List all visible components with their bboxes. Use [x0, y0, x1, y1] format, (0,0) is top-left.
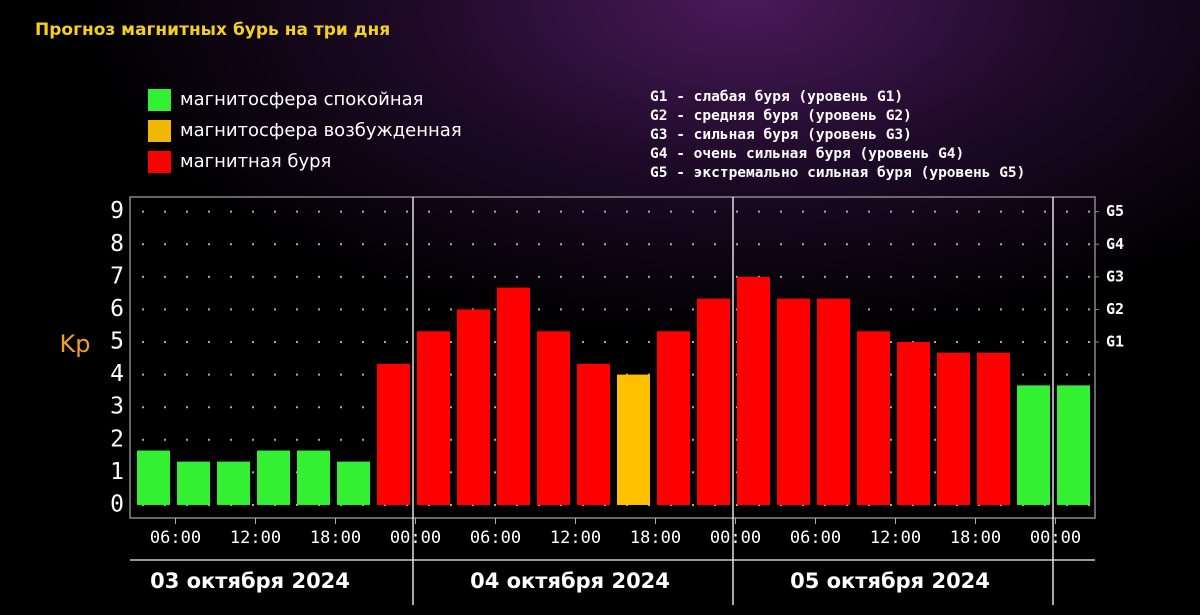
legend-label: магнитосфера возбужденная: [180, 120, 462, 141]
bar: [257, 450, 290, 505]
legend-swatch: [148, 89, 171, 111]
storm-level-label: G3 - сильная буря (уровень G3): [650, 127, 912, 143]
bar: [977, 352, 1010, 505]
y-tick-label: 7: [110, 263, 124, 289]
bar: [137, 450, 170, 505]
y2-tick-label: G4: [1106, 235, 1124, 253]
plot-frame: [129, 196, 1096, 519]
y-tick-label: 8: [110, 231, 124, 257]
bar: [177, 461, 210, 505]
x-tick-label: 12:00: [230, 528, 281, 548]
day-label: 03 октября 2024: [150, 569, 350, 593]
bar: [337, 461, 370, 505]
x-tick-label: 18:00: [310, 528, 361, 548]
day-label: 05 октября 2024: [790, 569, 990, 593]
legend-label: магнитосфера спокойная: [180, 89, 423, 110]
bar: [497, 287, 530, 505]
bar: [617, 374, 650, 505]
bar: [817, 298, 850, 505]
bar: [657, 331, 690, 505]
storm-level-label: G5 - экстремально сильная буря (уровень …: [650, 165, 1025, 181]
x-tick-label: 00:00: [1030, 528, 1081, 548]
y-tick-label: 5: [110, 329, 124, 355]
x-tick-label: 12:00: [870, 528, 921, 548]
y-axis-label: Kp: [60, 330, 91, 358]
bar: [537, 331, 570, 505]
y-tick-label: 9: [110, 198, 124, 224]
y2-tick-label: G2: [1106, 300, 1124, 318]
y2-tick-label: G5: [1106, 202, 1124, 220]
x-tick-label: 00:00: [390, 528, 441, 548]
day-label: 04 октября 2024: [470, 569, 670, 593]
legend-swatch: [148, 120, 171, 142]
storm-level-label: G2 - средняя буря (уровень G2): [650, 108, 912, 124]
bar: [1057, 385, 1090, 505]
x-tick-label: 18:00: [950, 528, 1001, 548]
bar: [857, 331, 890, 505]
legend-label: магнитная буря: [180, 151, 331, 172]
y-tick-label: 0: [110, 491, 124, 517]
storm-level-label: G4 - очень сильная буря (уровень G4): [650, 146, 964, 162]
x-tick-label: 00:00: [710, 528, 761, 548]
bar: [417, 331, 450, 505]
chart-title: Прогноз магнитных бурь на три дня: [35, 20, 390, 40]
y-tick-label: 3: [110, 394, 124, 420]
storm-level-label: G1 - слабая буря (уровень G1): [650, 89, 903, 105]
x-tick-label: 06:00: [470, 528, 521, 548]
x-tick-label: 18:00: [630, 528, 681, 548]
y2-tick-label: G3: [1106, 267, 1124, 285]
x-tick-label: 06:00: [150, 528, 201, 548]
bar: [1017, 385, 1050, 505]
y-tick-label: 2: [110, 426, 124, 452]
bar: [297, 450, 330, 505]
bar: [377, 363, 410, 505]
bar: [777, 298, 810, 505]
y-tick-label: 4: [110, 361, 124, 387]
bar: [217, 461, 250, 505]
bar: [897, 342, 930, 505]
bar: [937, 352, 970, 505]
bar: [457, 309, 490, 505]
bar: [737, 276, 770, 505]
y2-tick-label: G1: [1106, 333, 1124, 351]
bar: [697, 298, 730, 505]
y-tick-label: 1: [110, 459, 124, 485]
bar: [577, 363, 610, 505]
y-tick-label: 6: [110, 296, 124, 322]
legend-swatch: [148, 151, 171, 173]
x-tick-label: 12:00: [550, 528, 601, 548]
x-tick-label: 06:00: [790, 528, 841, 548]
